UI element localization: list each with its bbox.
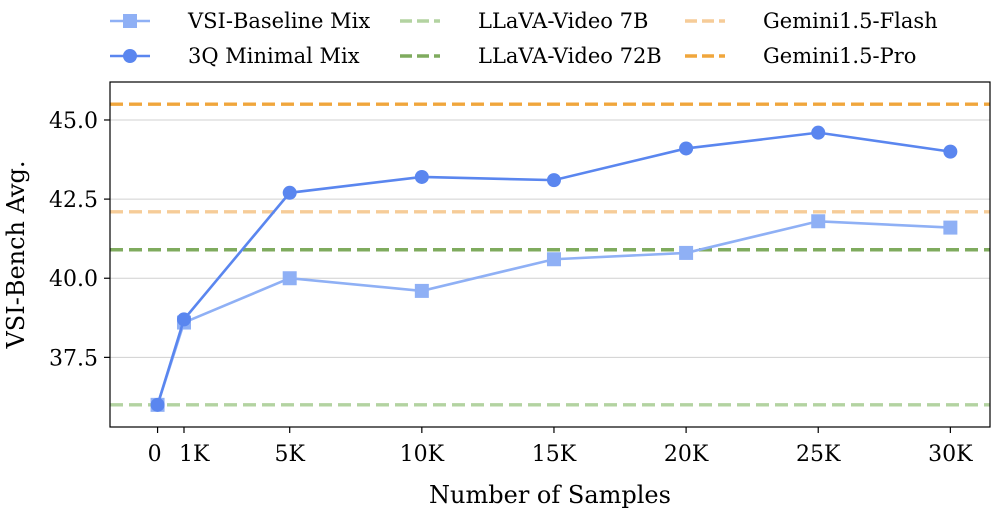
y-tick-label: 42.5	[49, 188, 98, 213]
grid	[110, 119, 990, 358]
y-axis-ticks: 37.5 40.0 42.5 45.0	[49, 109, 110, 371]
x-tick-label: 5K	[274, 442, 305, 467]
y-tick-label: 45.0	[49, 109, 98, 134]
x-tick-label: 20K	[664, 442, 709, 467]
legend-square-marker	[123, 14, 137, 28]
x-tick-label: 0	[148, 442, 162, 467]
x-axis-label: Number of Samples	[429, 481, 671, 509]
data-point-3q-minimal-mix	[546, 173, 561, 188]
data-point-3q-minimal-mix	[414, 169, 429, 184]
legend-item-gemini1-5-flash: Gemini1.5-Flash	[685, 9, 938, 33]
data-point-vsi-baseline-mix	[546, 252, 561, 267]
series-line-3q-minimal-mix	[156, 131, 951, 406]
x-tick-label: 15K	[532, 442, 577, 467]
legend-label: VSI-Baseline Mix	[187, 9, 370, 33]
data-point-vsi-baseline-mix	[943, 220, 958, 235]
legend-item-vsi-baseline-mix: VSI-Baseline Mix	[110, 9, 370, 33]
data-point-3q-minimal-mix	[811, 125, 826, 140]
plot-frame	[109, 81, 991, 428]
legend-item-gemini1-5-pro: Gemini1.5-Pro	[685, 44, 916, 68]
data-point-vsi-baseline-mix	[282, 271, 297, 286]
legend-item-llava-video-7b: LLaVA-Video 7B	[400, 9, 648, 33]
series	[150, 125, 958, 412]
y-tick-label: 37.5	[49, 346, 98, 371]
data-point-3q-minimal-mix	[150, 397, 165, 412]
x-axis-ticks: 0 1K 5K 10K 15K 20K 25K 30K	[148, 427, 973, 467]
data-point-vsi-baseline-mix	[414, 283, 429, 298]
legend-label: LLaVA-Video 72B	[478, 44, 662, 68]
legend-label: Gemini1.5-Pro	[763, 44, 916, 68]
x-tick-label: 10K	[400, 442, 445, 467]
data-point-vsi-baseline-mix	[679, 245, 694, 260]
data-point-3q-minimal-mix	[176, 312, 191, 327]
reference-lines	[110, 102, 990, 407]
series-3q-minimal-mix	[150, 125, 958, 412]
x-tick-label: 25K	[796, 442, 841, 467]
legend-label: LLaVA-Video 7B	[478, 9, 648, 33]
legend-circle-marker	[123, 49, 137, 63]
legend-label: Gemini1.5-Flash	[763, 9, 938, 33]
data-point-3q-minimal-mix	[679, 141, 694, 156]
x-tick-label: 1K	[179, 442, 210, 467]
legend-item-3q-minimal-mix: 3Q Minimal Mix	[110, 44, 360, 68]
data-point-3q-minimal-mix	[282, 185, 297, 200]
x-tick-label: 30K	[928, 442, 973, 467]
legend-label: 3Q Minimal Mix	[188, 44, 360, 68]
y-tick-label: 40.0	[49, 267, 98, 292]
legend-item-llava-video-72b: LLaVA-Video 72B	[400, 44, 662, 68]
data-point-vsi-baseline-mix	[811, 214, 826, 229]
series-vsi-baseline-mix	[150, 214, 958, 412]
y-axis-label: VSI-Bench Avg.	[2, 160, 30, 349]
data-point-3q-minimal-mix	[943, 144, 958, 159]
series-line-vsi-baseline-mix	[156, 219, 951, 406]
legend: VSI-Baseline Mix 3Q Minimal Mix LLaVA-Vide…	[110, 9, 938, 68]
